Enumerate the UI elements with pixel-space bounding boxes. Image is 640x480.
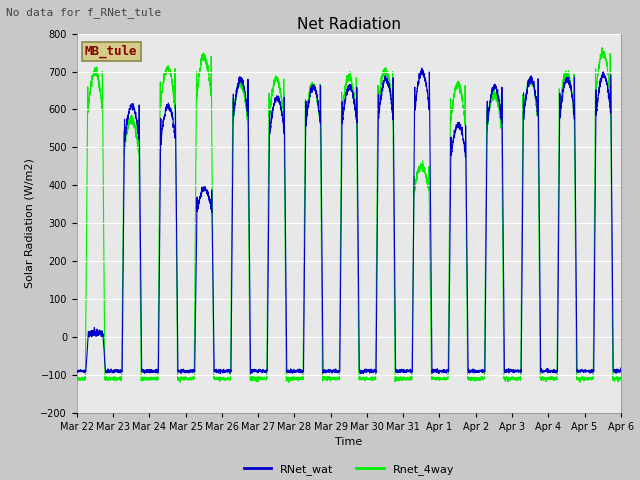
Text: MB_tule: MB_tule <box>85 45 138 58</box>
Rnet_4way <box>441 375 449 381</box>
Legend: RNet_wat, Rnet_4way: RNet_wat, Rnet_4way <box>239 459 458 480</box>
Rnet_4way <box>171 102 179 108</box>
Rnet_4way <box>598 45 606 51</box>
RNet_wat <box>247 371 255 377</box>
Rnet_4way <box>616 376 624 382</box>
Rnet_4way <box>471 376 479 382</box>
RNet_wat <box>617 365 625 371</box>
Line: RNet_wat: RNet_wat <box>77 68 621 374</box>
Line: Rnet_4way: Rnet_4way <box>77 48 621 383</box>
RNet_wat <box>171 131 179 136</box>
RNet_wat <box>471 368 479 373</box>
Rnet_4way <box>329 375 337 381</box>
Rnet_4way <box>285 380 292 385</box>
RNet_wat <box>73 368 81 374</box>
RNet_wat <box>502 370 509 375</box>
Rnet_4way <box>73 376 81 382</box>
RNet_wat <box>418 65 426 71</box>
RNet_wat <box>441 368 449 374</box>
Y-axis label: Solar Radiation (W/m2): Solar Radiation (W/m2) <box>25 158 35 288</box>
Text: No data for f_RNet_tule: No data for f_RNet_tule <box>6 7 162 18</box>
RNet_wat <box>616 368 624 374</box>
RNet_wat <box>329 367 337 373</box>
X-axis label: Time: Time <box>335 437 362 447</box>
Rnet_4way <box>502 375 509 381</box>
Title: Net Radiation: Net Radiation <box>297 17 401 33</box>
Rnet_4way <box>617 376 625 382</box>
